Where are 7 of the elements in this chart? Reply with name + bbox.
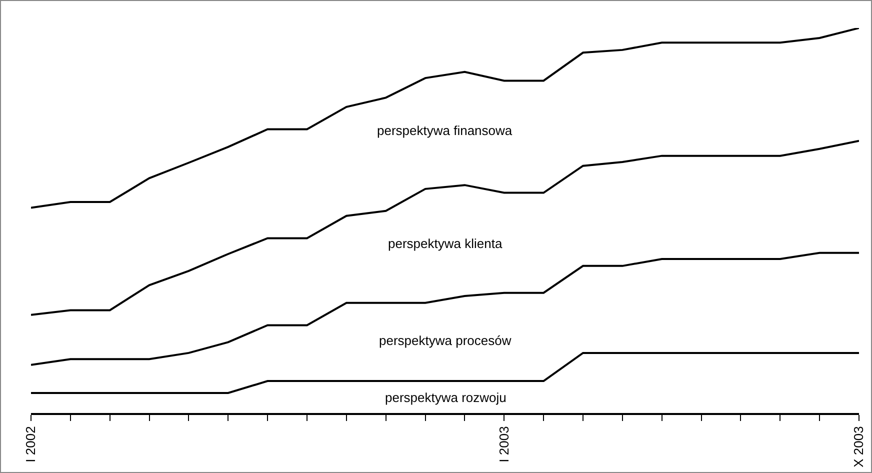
series-label: perspektywa klienta <box>388 236 503 251</box>
x-tick-label: I 2003 <box>496 426 512 462</box>
series-label: perspektywa rozwoju <box>385 390 506 405</box>
x-tick-label: X 2003 <box>851 426 866 468</box>
series-label: perspektywa finansowa <box>377 123 513 138</box>
series-label: perspektywa procesów <box>379 333 512 348</box>
x-tick-label: I 2002 <box>23 426 38 462</box>
